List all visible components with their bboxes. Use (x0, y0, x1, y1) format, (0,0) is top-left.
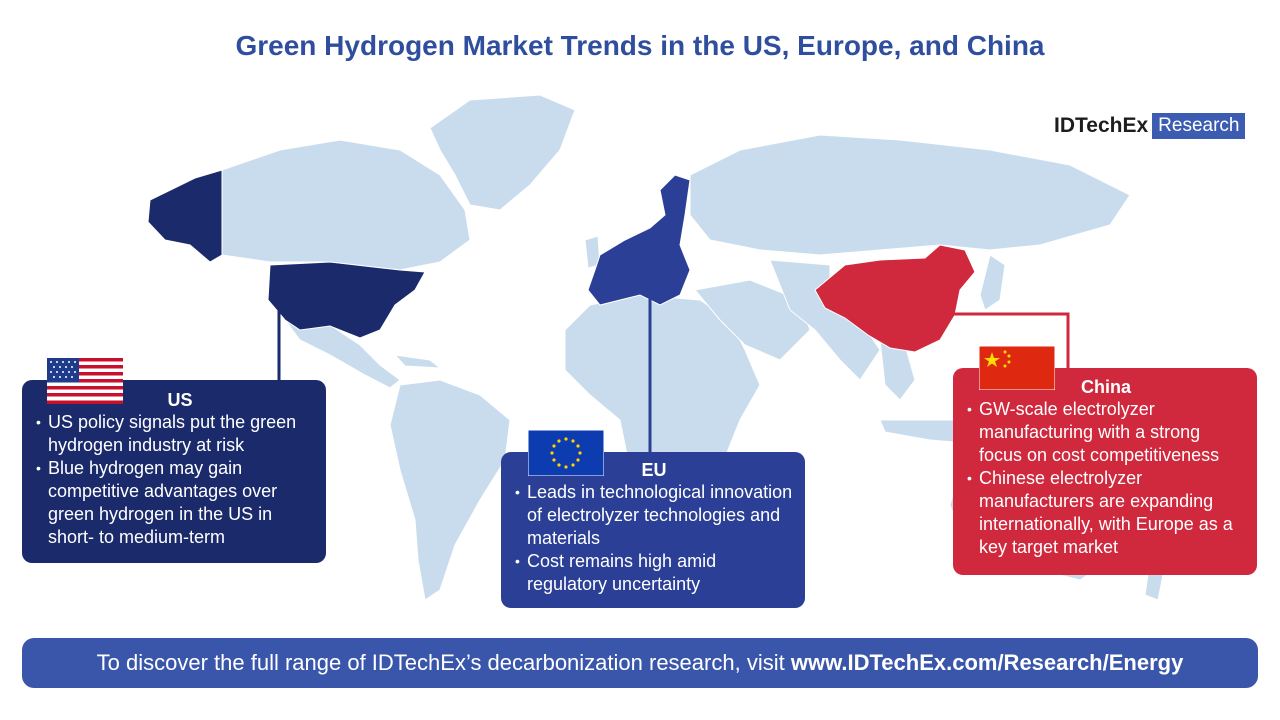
footer-text: To discover the full range of IDTechEx’s… (96, 650, 785, 675)
us-bullet-2: Blue hydrogen may gain competitive advan… (34, 457, 316, 549)
footer-banner: To discover the full range of IDTechEx’s… (22, 638, 1258, 688)
eu-bullet-1: Leads in technological innovation of ele… (513, 481, 795, 550)
china-bullet-2: Chinese electrolyzer manufacturers are e… (965, 467, 1247, 559)
us-heading: US (167, 390, 193, 410)
brand-name: IDTechEx (1054, 114, 1149, 137)
footer-link[interactable]: www.IDTechEx.com/Research/Energy (790, 650, 1184, 675)
japan-shape (979, 254, 1006, 311)
eu-info-box: EU Leads in technological innovation of … (501, 452, 805, 608)
middle-east-shape (694, 279, 811, 361)
page-title: Green Hydrogen Market Trends in the US, … (235, 30, 1045, 61)
china-connector (940, 312, 1070, 369)
us-bullet-list: US policy signals put the green hydrogen… (34, 411, 316, 549)
china-info-box: China GW-scale electrolyzer manufacturin… (953, 368, 1257, 575)
canada-shape (221, 139, 471, 271)
alaska-shape (147, 169, 223, 263)
eu-shape (587, 174, 691, 306)
china-heading: China (1080, 377, 1131, 397)
brand-logo: IDTechEx Research (1054, 113, 1246, 139)
eu-heading: EU (641, 460, 667, 480)
caribbean-shape (393, 354, 442, 369)
us-bullet-1: US policy signals put the green hydrogen… (34, 411, 316, 457)
china-bullet-list: GW-scale electrolyzer manufacturing with… (965, 398, 1247, 559)
south-america-shape (389, 379, 511, 601)
china-bullet-1: GW-scale electrolyzer manufacturing with… (965, 398, 1247, 467)
brand-tag: Research (1152, 113, 1246, 139)
greenland-shape (429, 94, 576, 211)
usa-shape (267, 261, 426, 339)
eu-bullet-list: Leads in technological innovation of ele… (513, 481, 795, 596)
eu-flag-icon (528, 430, 604, 476)
us-info-box: US US policy signals put the green hydro… (22, 380, 326, 563)
eu-bullet-2: Cost remains high amid regulatory uncert… (513, 550, 795, 596)
china-shape (814, 244, 976, 353)
russia-shape (689, 134, 1131, 256)
us-flag-icon (47, 358, 123, 404)
mexico-shape (283, 319, 401, 389)
china-flag-icon (979, 346, 1055, 390)
